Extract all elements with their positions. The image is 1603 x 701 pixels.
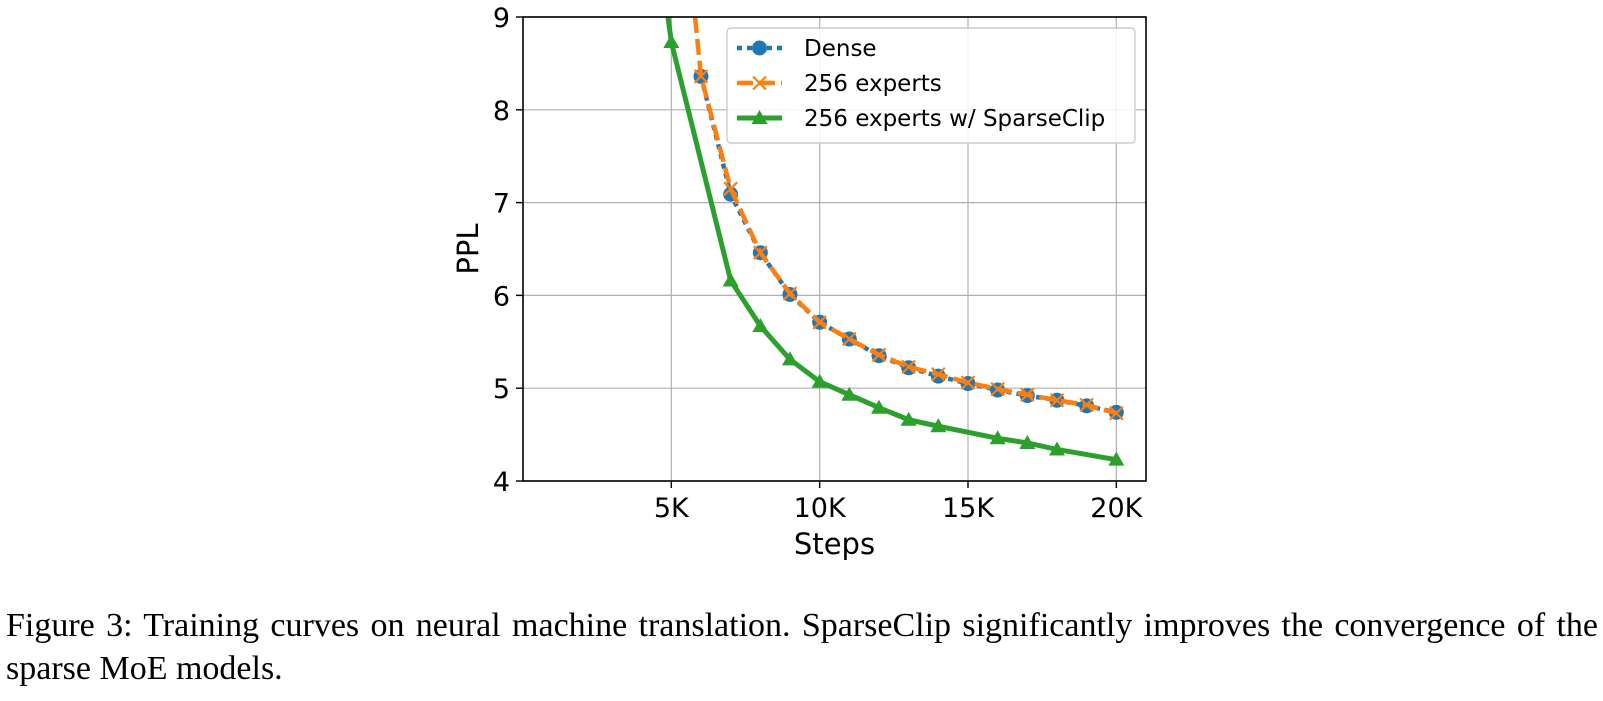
series-layer: [663, 17, 1125, 466]
figure-caption: Figure 3: Training curves on neural mach…: [6, 607, 1598, 687]
data-point: [1019, 434, 1036, 449]
x-tick-label: 20K: [1090, 493, 1143, 524]
legend-label: Dense: [804, 36, 877, 62]
y-tick-label: 6: [493, 281, 510, 312]
data-point: [900, 411, 917, 426]
plot-frame: [522, 16, 1147, 482]
data-point: [901, 359, 916, 375]
data-point: [753, 245, 768, 260]
y-tick-label: 8: [493, 96, 510, 127]
data-point: [1049, 441, 1065, 456]
data-point: [782, 351, 798, 366]
x-tick-label: 5K: [654, 493, 690, 524]
data-point: [871, 399, 887, 414]
data-point: [722, 272, 739, 287]
data-point: [930, 418, 947, 433]
data-point: [811, 373, 828, 388]
x-tick-label: 15K: [942, 493, 995, 524]
y-tick-label: 9: [493, 3, 510, 34]
legend: Dense 256 experts 256 experts w/ SparseCli…: [726, 27, 1136, 144]
legend-label: 256 experts w/ SparseClip: [804, 106, 1105, 132]
x-axis-title: Steps: [794, 527, 875, 561]
data-point: [842, 331, 857, 347]
data-point: [812, 315, 827, 330]
x-tick-label: 10K: [794, 493, 847, 524]
series-256-experts: [692, 17, 1124, 421]
data-point: [752, 75, 767, 91]
data-point: [841, 386, 858, 401]
data-point: [989, 430, 1006, 445]
data-point: [990, 381, 1005, 397]
data-point: [693, 69, 709, 84]
chart: 5K 10K 15K 20K 4 5 6 7 8 9 Steps PPL Dense 256 exp…: [451, 3, 1147, 561]
data-point: [1079, 397, 1094, 413]
data-point: [751, 110, 768, 124]
data-point: [1108, 451, 1125, 466]
y-tick-label: 5: [493, 374, 510, 405]
data-point: [752, 40, 767, 56]
y-tick-label: 7: [493, 189, 510, 220]
data-point: [723, 181, 738, 196]
legend-box: [726, 27, 1136, 144]
ticks: 5K 10K 15K 20K 4 5 6 7 8 9: [493, 3, 1144, 524]
series-line: [692, 17, 1117, 416]
data-point: [960, 375, 976, 390]
series-256-experts-w-sparseclip: [663, 17, 1125, 466]
data-point: [1049, 392, 1065, 408]
data-point: [782, 286, 798, 301]
y-tick-label: 4: [493, 467, 510, 498]
data-point: [931, 367, 946, 382]
data-point: [1109, 405, 1124, 421]
data-point: [871, 347, 887, 363]
data-point: [752, 318, 769, 333]
data-point: [1020, 387, 1035, 402]
legend-label: 256 experts: [804, 71, 942, 97]
y-axis-title: PPL: [451, 223, 485, 274]
